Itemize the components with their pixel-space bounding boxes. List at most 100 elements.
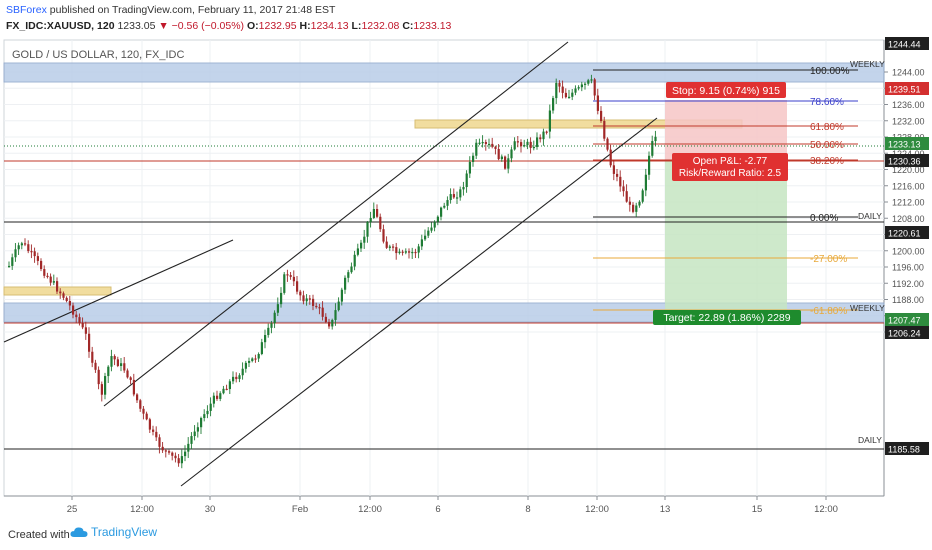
candle-body [449, 194, 452, 201]
candle-body [398, 251, 401, 254]
candle-body [136, 394, 139, 401]
quote-line: FX_IDC:XAUUSD, 120 1233.05 ▼ −0.56 (−0.0… [6, 20, 451, 32]
candle-body [638, 201, 641, 206]
target-label: Target: 22.89 (1.86%) 2289 [663, 312, 790, 324]
candle-body [523, 145, 526, 147]
candle-body [11, 257, 14, 266]
candle-body [36, 256, 39, 261]
price-tick-label: 1216.00 [892, 181, 925, 191]
candle-body [408, 251, 411, 253]
footer: Created with TradingView [0, 521, 932, 550]
candle-body [193, 431, 196, 437]
candle-body [382, 229, 385, 242]
candle-body [334, 310, 337, 320]
candle-body [257, 354, 260, 359]
publish-info: SBForex published on TradingView.com, Fe… [6, 4, 335, 16]
candle-body [609, 149, 612, 166]
price-tick-label: 1208.00 [892, 214, 925, 224]
candle-body [8, 265, 11, 268]
candle-body [376, 209, 379, 217]
candle-body [596, 95, 599, 111]
candle-body [360, 242, 363, 249]
price-tag-label: 1239.51 [888, 85, 921, 95]
candle-body [100, 384, 103, 395]
price-tick-label: 1232.00 [892, 116, 925, 126]
candle-body [155, 431, 158, 438]
candle-body [494, 146, 497, 149]
candle-body [603, 121, 606, 139]
price-tag [885, 137, 929, 150]
fib-label-50: 50.00% [810, 140, 844, 151]
candle-body [625, 191, 628, 202]
price-tags: 1244.44 1239.51 1233.13 1230.36 1220.61 1207.… [885, 37, 929, 455]
candle-body [388, 246, 391, 248]
close-label: C: [402, 20, 414, 32]
candle-body [600, 110, 603, 122]
candle-body [504, 156, 507, 169]
created-with-text: Created with [8, 529, 70, 541]
candle-body [174, 455, 177, 459]
candle-body [616, 173, 619, 177]
candle-body [641, 190, 644, 202]
publisher-link[interactable]: SBForex [6, 4, 47, 16]
candle-body [302, 295, 305, 302]
target-label-box [653, 310, 801, 325]
candle-body [219, 393, 222, 399]
candle-body [379, 216, 382, 230]
candle-body [548, 110, 551, 132]
candle-body [72, 305, 75, 315]
candle-body [97, 369, 100, 385]
time-axis[interactable]: 25 12:00 30 Feb 12:00 6 8 12:00 13 15 12:00 [67, 496, 838, 515]
candle-body [30, 251, 33, 253]
candle-body [315, 305, 318, 308]
price-tick-label: 1224.00 [892, 149, 925, 159]
price-axis[interactable]: 1244.001240.001236.001232.001228.001224.… [884, 68, 925, 338]
candle-body [452, 194, 455, 198]
candle-body [545, 131, 548, 133]
tradingview-logo[interactable]: TradingView [70, 525, 157, 539]
candle-body [283, 274, 286, 293]
candle-body [478, 142, 481, 144]
price-tag [885, 37, 929, 50]
candle-body [328, 321, 331, 327]
chart-area[interactable]: GOLD / US DOLLAR, 120, FX_IDC WEEKLY DAI… [0, 36, 932, 521]
price-tick-label: 1220.00 [892, 165, 925, 175]
price-change: ▼ −0.56 (−0.05%) [158, 20, 245, 32]
candle-body [331, 319, 334, 327]
candle-body [507, 158, 510, 169]
candle-body [468, 161, 471, 174]
candles [8, 74, 657, 469]
price-tick-label: 1236.00 [892, 100, 925, 110]
chart-title: GOLD / US DOLLAR, 120, FX_IDC [12, 49, 184, 61]
candle-body [577, 87, 580, 89]
candle-body [417, 246, 420, 253]
price-tick-label: 1200.00 [892, 246, 925, 256]
candle-body [286, 274, 289, 276]
candle-body [520, 142, 523, 147]
candle-body [107, 366, 110, 377]
candle-body [481, 142, 484, 144]
candle-body [456, 197, 459, 199]
candle-body [46, 275, 49, 278]
time-tick-label: Feb [292, 504, 308, 515]
candle-body [321, 307, 324, 317]
time-tick-label: 6 [435, 504, 440, 515]
candle-body [340, 289, 343, 302]
candle-body [209, 403, 212, 411]
price-tag [885, 154, 929, 167]
candle-body [238, 375, 241, 380]
candle-body [475, 142, 478, 156]
published-text: published on TradingView.com, February 1… [46, 4, 336, 16]
candle-body [40, 260, 43, 270]
candle-body [280, 292, 283, 305]
price-tag [885, 313, 929, 326]
trend-lines [3, 41, 658, 487]
price-tag [885, 82, 929, 95]
candle-body [292, 276, 295, 282]
candle-body [88, 333, 91, 352]
candle-body [113, 356, 116, 360]
candle-body [116, 359, 119, 366]
candle-body [622, 186, 625, 192]
candle-body [94, 362, 97, 370]
candle-body [612, 165, 615, 174]
